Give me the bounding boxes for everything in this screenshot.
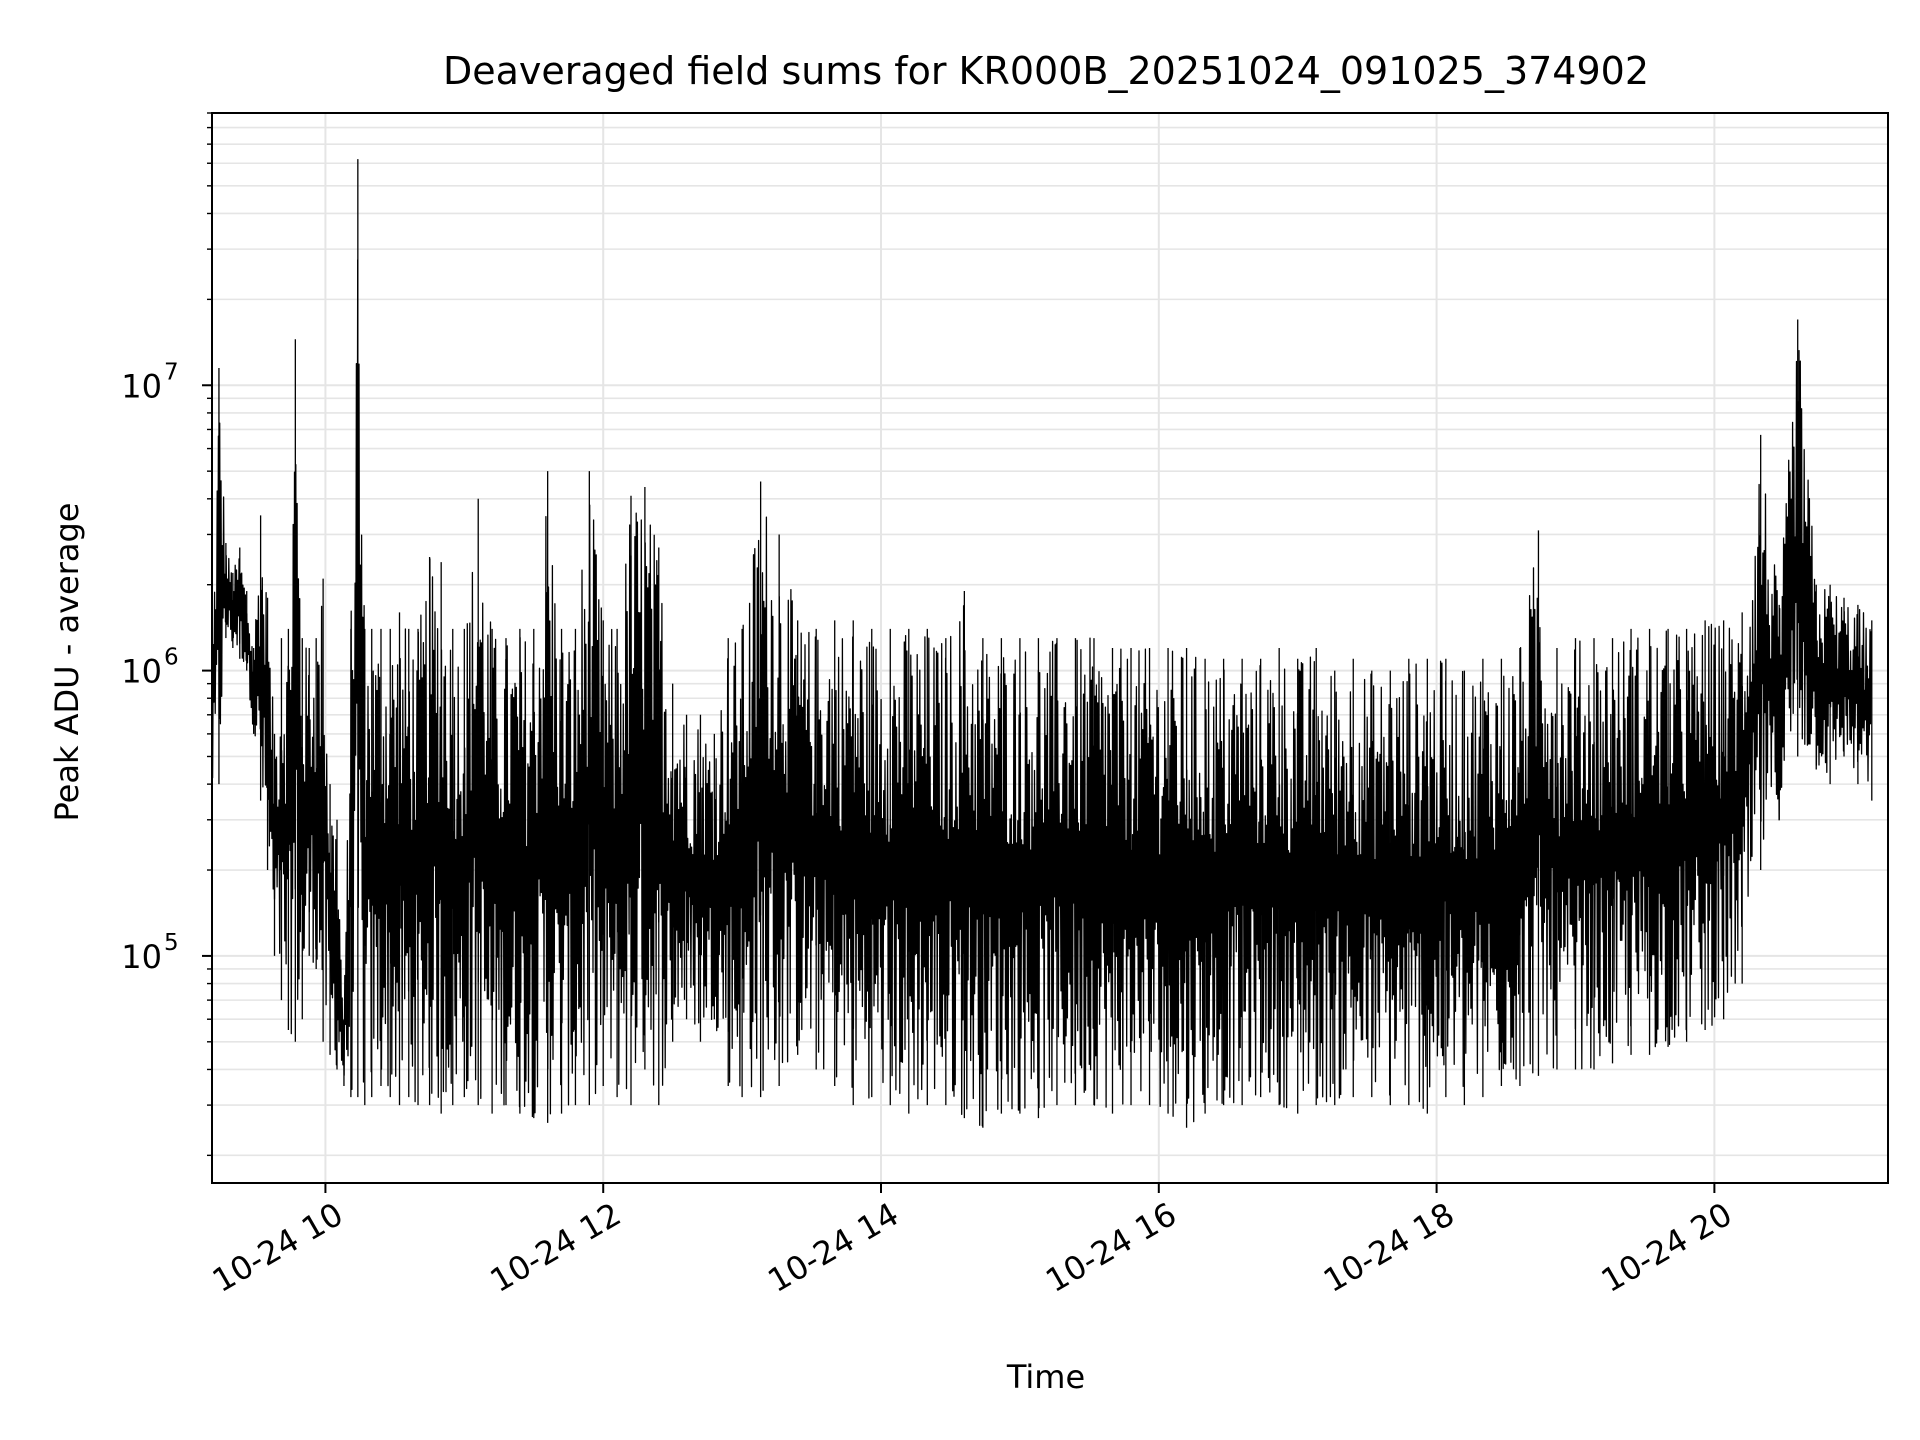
y-axis-label: Peak ADU - average: [48, 503, 86, 822]
x-axis-label: Time: [1006, 1358, 1085, 1396]
plot-frame: [211, 112, 1889, 1184]
y-tick-exponent: 7: [164, 359, 179, 385]
series-layer: [211, 159, 1873, 1128]
y-tick-exponent: 6: [164, 645, 179, 671]
series-line: [211, 259, 1872, 1127]
y-tick-label: 10: [121, 653, 162, 691]
chart-title: Deaveraged field sums for KR000B_2025102…: [443, 49, 1649, 93]
y-tick-exponent: 5: [164, 930, 179, 956]
y-tick-label: 10: [121, 367, 162, 405]
y-tick-label: 10: [121, 938, 162, 976]
